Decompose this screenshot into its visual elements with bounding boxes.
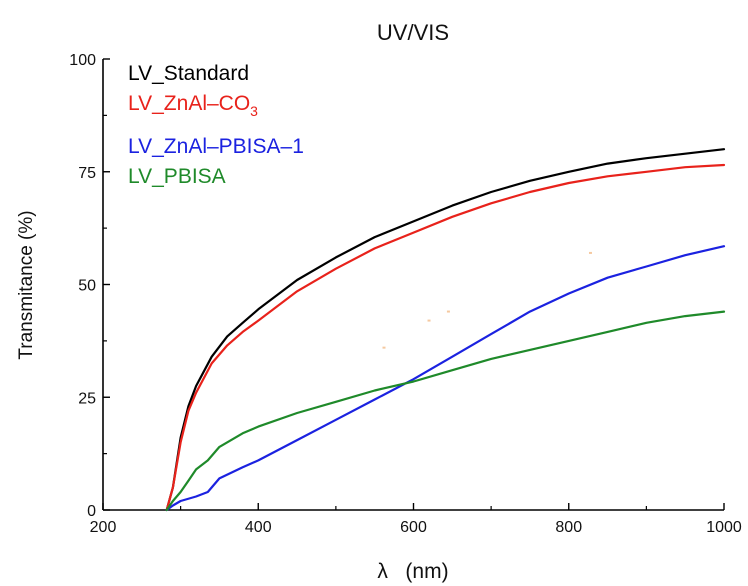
legend-entry-znal-pbisa-1: LV_ZnAl–PBISA–1 (128, 135, 304, 158)
x-axis-tick-labels: 200 400 600 800 1000 (90, 519, 742, 536)
stray-mark (446, 310, 450, 313)
y-axis-ticks (103, 58, 110, 511)
series-lines (165, 148, 726, 512)
chart-title: UV/VIS (377, 20, 449, 45)
x-axis-ticks (102, 503, 725, 510)
x-tick-label: 200 (90, 519, 117, 536)
series-line-0 (165, 148, 726, 512)
x-tick-label: 1000 (706, 519, 742, 536)
y-tick-label: 25 (78, 390, 96, 407)
stray-mark (382, 346, 386, 349)
series-line-1 (165, 163, 726, 512)
series-line-3 (165, 310, 726, 512)
y-tick-label: 0 (87, 503, 96, 520)
x-tick-label: 800 (555, 519, 582, 536)
x-tick-label: 400 (245, 519, 272, 536)
legend-entry-znal-co3: LV_ZnAl–CO3 (128, 92, 258, 119)
legend-entry-pbisa: LV_PBISA (128, 165, 226, 188)
legend: LV_Standard LV_ZnAl–CO3 LV_ZnAl–PBISA–1 … (128, 62, 304, 188)
y-tick-label: 100 (69, 52, 96, 69)
y-tick-label: 75 (78, 165, 96, 182)
stray-mark (427, 319, 431, 322)
x-tick-label: 600 (400, 519, 427, 536)
legend-entry-standard: LV_Standard (128, 62, 249, 85)
y-axis-title: Transmitance (%) (16, 210, 37, 359)
stray-mark (588, 251, 592, 254)
plot-frame (102, 59, 724, 511)
x-axis-title: λ (nm) (377, 560, 448, 583)
stray-marks (382, 251, 592, 349)
series-line-2 (165, 245, 726, 512)
y-tick-label: 50 (78, 278, 96, 295)
y-axis-tick-labels: 0 25 50 75 100 (69, 52, 96, 520)
